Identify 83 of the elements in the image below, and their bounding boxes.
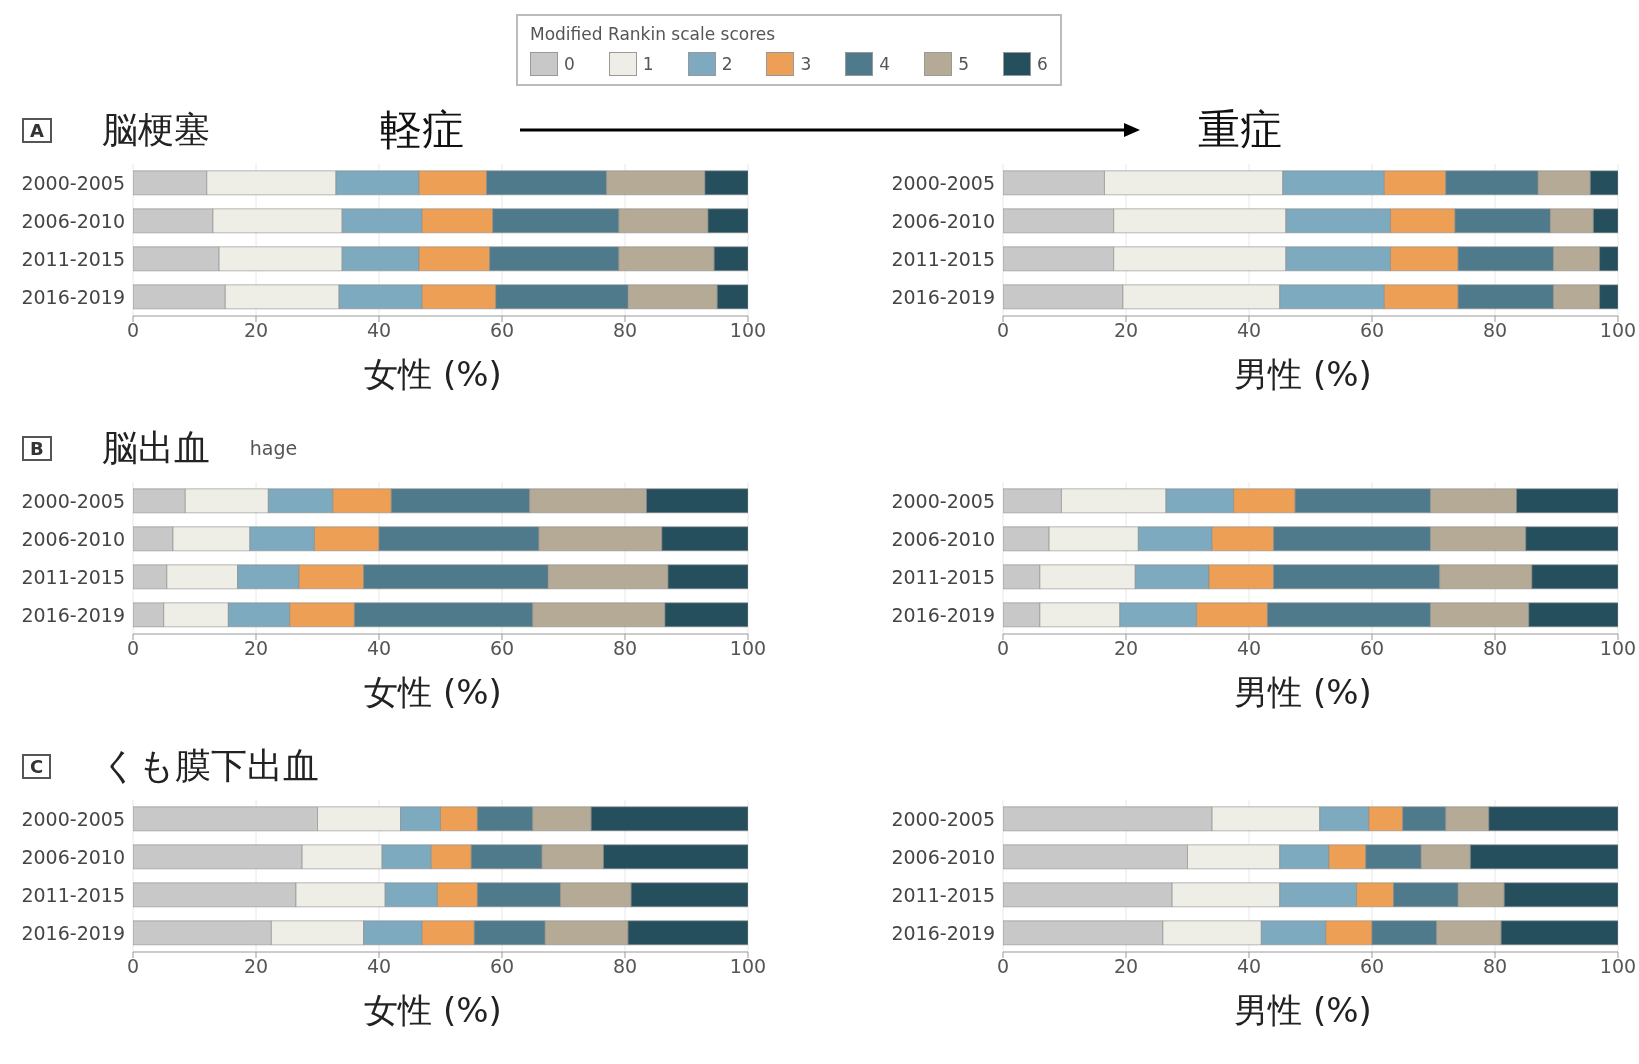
y-tick-label: 2016-2019 (21, 285, 125, 308)
y-tick-label: 2000-2005 (891, 171, 995, 194)
text: 重症 (1198, 104, 1282, 156)
x-tick-label: 60 (1359, 637, 1385, 660)
y-tick-label: 2011-2015 (21, 883, 125, 906)
x-tick-label: 80 (612, 955, 638, 978)
x-axis-title: 男性 (%) (1233, 989, 1373, 1032)
y-tick-label: 2006-2010 (21, 845, 125, 868)
x-tick-label: 40 (1236, 955, 1262, 978)
y-tick-label: 2016-2019 (891, 921, 995, 944)
x-tick-label: 0 (126, 955, 140, 978)
x-tick-label: 40 (1236, 319, 1262, 342)
y-tick-label: 2006-2010 (21, 527, 125, 550)
y-tick-label: 2011-2015 (891, 565, 995, 588)
x-axis-title: 女性 (%) (363, 671, 503, 714)
x-tick-label: 100 (729, 955, 767, 978)
y-tick-label: 2011-2015 (21, 565, 125, 588)
legend-label: 0 (564, 54, 575, 74)
y-tick-label: 2000-2005 (21, 489, 125, 512)
y-tick-label: 2016-2019 (21, 921, 125, 944)
x-tick-label: 60 (1359, 955, 1385, 978)
x-tick-label: 80 (1482, 637, 1508, 660)
x-tick-label: 0 (126, 637, 140, 660)
y-tick-label: 2006-2010 (21, 209, 125, 232)
x-tick-label: 100 (729, 319, 767, 342)
x-tick-label: 0 (126, 319, 140, 342)
x-tick-label: 60 (489, 319, 515, 342)
chart-title: 脳梗塞 (101, 107, 210, 152)
x-tick-label: 40 (366, 319, 392, 342)
y-tick-label: 2011-2015 (891, 883, 995, 906)
x-tick-label: 20 (243, 955, 269, 978)
legend-label: 1 (642, 54, 654, 74)
x-tick-label: 0 (996, 319, 1010, 342)
x-axis-title: 女性 (%) (363, 353, 503, 396)
legend-label: 3 (800, 54, 812, 74)
x-tick-label: 80 (1482, 319, 1508, 342)
x-axis-title: 男性 (%) (1233, 671, 1373, 714)
y-tick-label: 2000-2005 (21, 807, 125, 830)
y-tick-label: 2011-2015 (21, 247, 125, 270)
x-tick-label: 80 (612, 319, 638, 342)
y-tick-label: 2016-2019 (21, 603, 125, 626)
x-tick-label: 20 (243, 637, 269, 660)
x-tick-label: 100 (1599, 319, 1637, 342)
text: B (22, 435, 52, 461)
text: A (22, 117, 52, 143)
legend-label: 4 (879, 54, 891, 74)
x-tick-label: 0 (996, 955, 1010, 978)
x-tick-label: 20 (1113, 637, 1139, 660)
legend-label: 5 (958, 54, 969, 74)
y-tick-label: 2006-2010 (891, 527, 995, 550)
x-tick-label: 20 (243, 319, 269, 342)
x-tick-label: 40 (366, 637, 392, 660)
y-tick-label: 2000-2005 (891, 489, 995, 512)
y-tick-label: 2000-2005 (891, 807, 995, 830)
x-axis-title: 男性 (%) (1233, 353, 1373, 396)
legend-label: 2 (721, 54, 733, 74)
x-tick-label: 60 (1359, 319, 1385, 342)
x-tick-label: 80 (1482, 955, 1508, 978)
x-axis-title: 女性 (%) (363, 989, 503, 1032)
y-tick-label: 2006-2010 (891, 209, 995, 232)
text: hage (249, 437, 298, 459)
y-tick-label: 2016-2019 (891, 603, 995, 626)
x-tick-label: 20 (1113, 319, 1139, 342)
x-tick-label: 0 (996, 637, 1010, 660)
text: C (22, 753, 52, 779)
text: 軽症 (379, 104, 464, 156)
x-tick-label: 100 (729, 637, 767, 660)
legend-label: 6 (1036, 54, 1048, 74)
x-tick-label: 60 (489, 955, 515, 978)
chart-title: 脳出血 (101, 425, 210, 470)
y-tick-label: 2011-2015 (891, 247, 995, 270)
x-tick-label: 40 (1236, 637, 1262, 660)
x-tick-label: 80 (612, 637, 638, 660)
legend-title: Modified Rankin scale scores (530, 24, 777, 44)
x-tick-label: 20 (1113, 955, 1139, 978)
y-tick-label: 2000-2005 (21, 171, 125, 194)
x-tick-label: 60 (489, 637, 515, 660)
x-tick-label: 100 (1599, 955, 1637, 978)
chart-title: くも膜下出血 (101, 743, 320, 788)
y-tick-label: 2006-2010 (891, 845, 995, 868)
x-tick-label: 40 (366, 955, 392, 978)
x-tick-label: 100 (1599, 637, 1637, 660)
y-tick-label: 2016-2019 (891, 285, 995, 308)
